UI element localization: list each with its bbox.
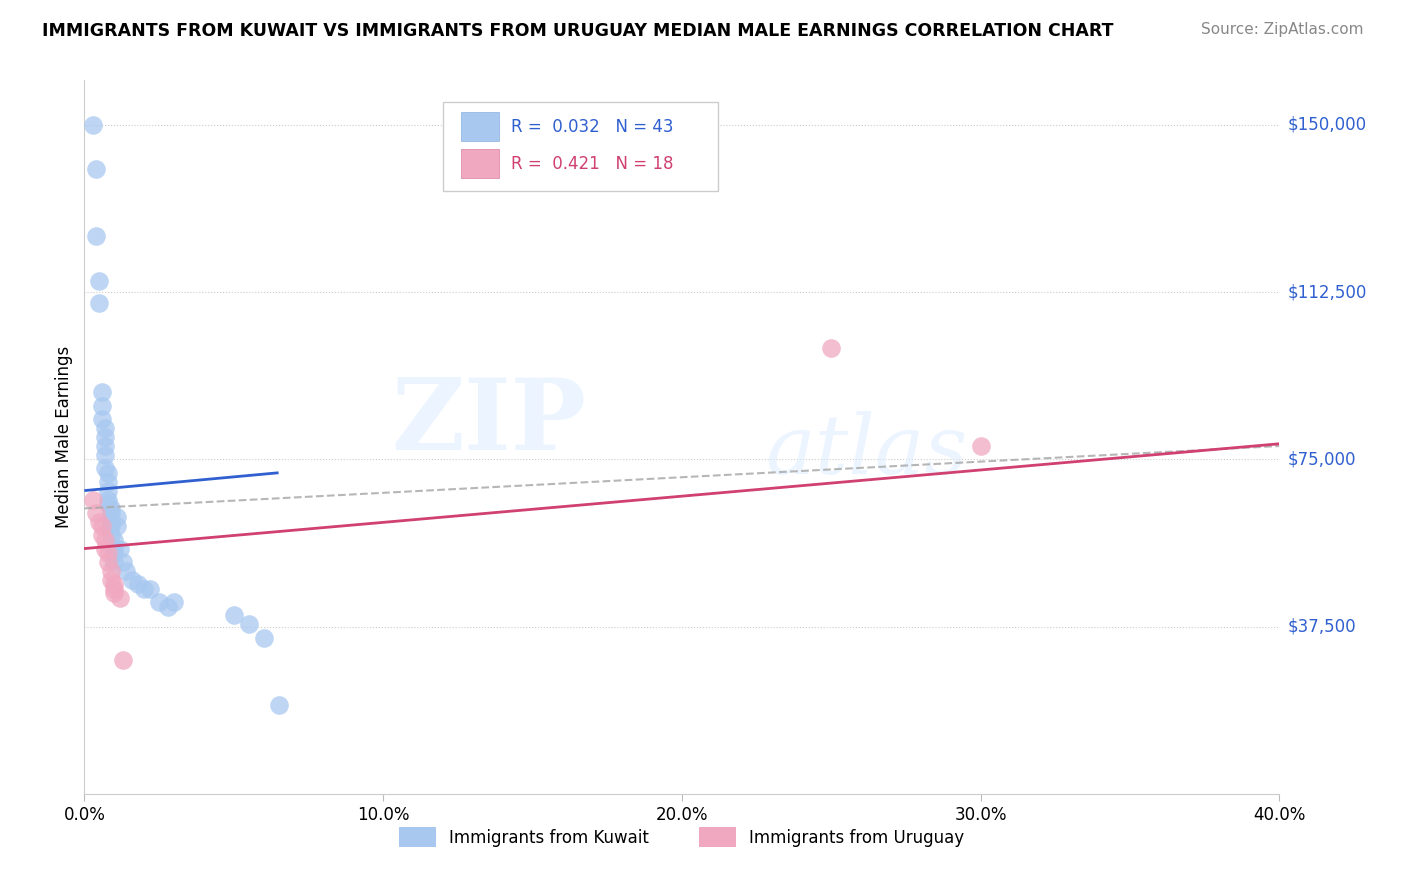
Point: [163, 595, 186, 609]
Point: [94, 439, 117, 453]
Text: Source: ZipAtlas.com: Source: ZipAtlas.com: [1201, 22, 1364, 37]
Point: [91, 412, 114, 426]
Point: [157, 599, 180, 614]
Point: [148, 595, 170, 609]
Text: ZIP: ZIP: [391, 375, 586, 471]
Point: [82, 492, 104, 507]
Point: [112, 555, 135, 569]
Point: [112, 653, 135, 667]
Point: [222, 608, 245, 623]
Point: [121, 573, 143, 587]
Point: [89, 515, 111, 529]
Point: [100, 515, 122, 529]
Point: [970, 439, 993, 453]
Text: IMMIGRANTS FROM KUWAIT VS IMMIGRANTS FROM URUGUAY MEDIAN MALE EARNINGS CORRELATI: IMMIGRANTS FROM KUWAIT VS IMMIGRANTS FRO…: [42, 22, 1114, 40]
Point: [100, 573, 122, 587]
Point: [100, 506, 122, 520]
Point: [89, 274, 111, 288]
Point: [86, 229, 108, 244]
Point: [94, 448, 117, 462]
Point: [100, 564, 122, 578]
Point: [139, 582, 162, 596]
Point: [94, 421, 117, 435]
Point: [86, 162, 108, 177]
Text: R =  0.421   N = 18: R = 0.421 N = 18: [510, 155, 673, 173]
Point: [103, 577, 125, 591]
Point: [103, 541, 125, 556]
Point: [97, 546, 120, 560]
Point: [110, 591, 132, 605]
Point: [94, 430, 117, 444]
Point: [100, 501, 122, 516]
Y-axis label: Median Male Earnings: Median Male Earnings: [55, 346, 73, 528]
Point: [103, 555, 125, 569]
Point: [115, 564, 138, 578]
Point: [97, 475, 120, 489]
Point: [97, 483, 120, 498]
Point: [91, 528, 114, 542]
Point: [97, 466, 120, 480]
Legend: Immigrants from Kuwait, Immigrants from Uruguay: Immigrants from Kuwait, Immigrants from …: [392, 821, 972, 854]
Text: R =  0.032   N = 43: R = 0.032 N = 43: [510, 118, 673, 136]
Text: $37,500: $37,500: [1288, 617, 1357, 636]
Point: [91, 385, 114, 400]
Point: [105, 519, 128, 533]
Point: [89, 296, 111, 310]
Point: [238, 617, 260, 632]
Point: [110, 541, 132, 556]
Point: [91, 399, 114, 413]
Point: [105, 510, 128, 524]
Point: [97, 497, 120, 511]
Point: [820, 341, 842, 355]
Text: atlas: atlas: [766, 411, 967, 491]
Text: $112,500: $112,500: [1288, 283, 1367, 301]
Point: [100, 519, 122, 533]
Text: $75,000: $75,000: [1288, 450, 1357, 468]
Point: [86, 506, 108, 520]
Point: [103, 586, 125, 600]
Point: [91, 519, 114, 533]
Point: [97, 492, 120, 507]
Point: [94, 461, 117, 475]
FancyBboxPatch shape: [461, 150, 499, 178]
FancyBboxPatch shape: [443, 102, 718, 191]
Text: $150,000: $150,000: [1288, 116, 1367, 134]
Point: [103, 546, 125, 560]
Point: [94, 541, 117, 556]
Point: [103, 533, 125, 547]
Point: [94, 533, 117, 547]
Point: [82, 118, 104, 132]
Point: [100, 528, 122, 542]
Point: [103, 582, 125, 596]
Point: [97, 555, 120, 569]
Point: [132, 582, 156, 596]
Point: [253, 631, 276, 645]
Point: [267, 698, 290, 712]
FancyBboxPatch shape: [461, 112, 499, 141]
Point: [127, 577, 149, 591]
